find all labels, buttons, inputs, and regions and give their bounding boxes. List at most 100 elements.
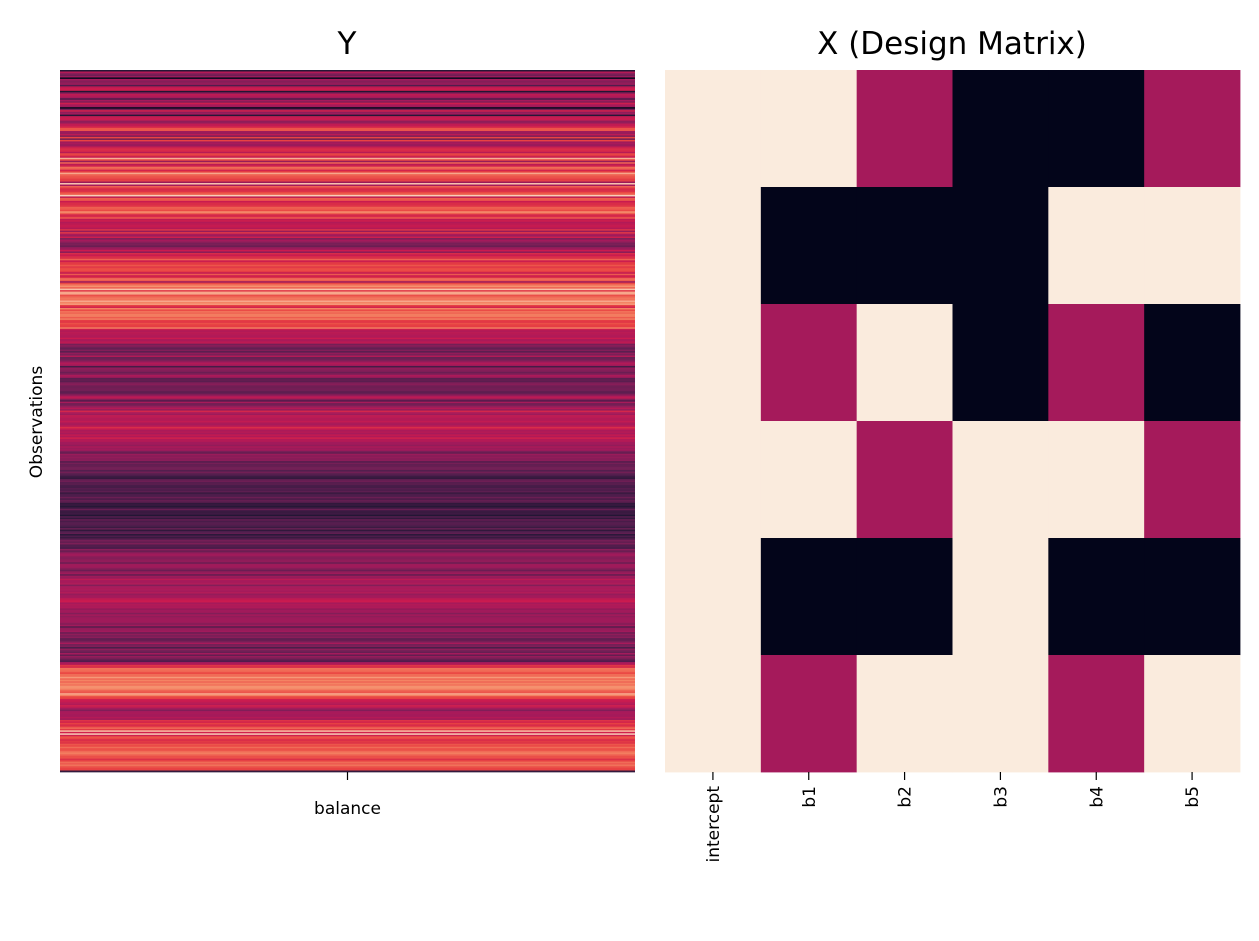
y-heatmap-cell <box>60 114 635 117</box>
x-heatmap-cell <box>952 70 1049 188</box>
y-heatmap-cell <box>60 74 635 77</box>
y-heatmap-cell <box>60 123 635 126</box>
y-heatmap-cell <box>60 663 635 666</box>
y-heatmap-cell <box>60 642 635 645</box>
y-heatmap-cell <box>60 615 635 618</box>
y-heatmap-cell <box>60 434 635 437</box>
y-heatmap-cell <box>60 354 635 356</box>
y-heatmap-cell <box>60 249 635 252</box>
y-heatmap-cell <box>60 763 635 765</box>
y-heatmap-cell <box>60 731 635 734</box>
y-heatmap-cell <box>60 226 635 229</box>
y-heatmap-cell <box>60 440 635 443</box>
y-heatmap-cell <box>60 418 635 420</box>
y-heatmap-cell <box>60 230 635 233</box>
y-heatmap-cell <box>60 227 635 230</box>
y-heatmap-cell <box>60 370 635 373</box>
y-heatmap-cell <box>60 578 635 581</box>
y-heatmap-cell <box>60 559 635 562</box>
y-heatmap-cell <box>60 737 635 740</box>
x-heatmap-cell <box>760 187 858 305</box>
y-heatmap-cell <box>60 386 635 389</box>
y-heatmap-cell <box>60 403 635 405</box>
y-heatmap-cell <box>60 728 635 731</box>
y-heatmap-cell <box>60 284 635 287</box>
y-heatmap-cell <box>60 569 635 572</box>
y-heatmap-cell <box>60 459 635 462</box>
x-heatmap-title: X (Design Matrix) <box>817 26 1087 62</box>
y-heatmap-cell <box>60 212 635 215</box>
y-heatmap-cell <box>60 746 635 749</box>
y-heatmap-cell <box>60 306 635 309</box>
y-heatmap-cell <box>60 81 635 84</box>
y-heatmap-cell <box>60 748 635 751</box>
y-heatmap-cell <box>60 187 635 190</box>
y-heatmap-cell <box>60 110 635 112</box>
x-heatmap-cell <box>665 538 762 656</box>
y-heatmap-cell <box>60 504 635 507</box>
y-heatmap-cell <box>60 496 635 499</box>
y-heatmap-cell <box>60 102 635 105</box>
y-heatmap-cell <box>60 639 635 642</box>
y-heatmap-cell <box>60 752 635 755</box>
y-heatmap-cell <box>60 480 635 483</box>
x-heatmap-cell <box>856 421 953 539</box>
y-heatmap-cell <box>60 694 635 697</box>
y-heatmap-cell <box>60 342 635 345</box>
y-heatmap-cell <box>60 428 635 431</box>
x-heatmap-cell <box>1144 655 1241 773</box>
y-heatmap-cell <box>60 331 635 334</box>
y-heatmap-cell <box>60 209 635 212</box>
y-heatmap-cell <box>60 449 635 452</box>
y-heatmap-cell <box>60 404 635 407</box>
y-heatmap-cell <box>60 691 635 694</box>
y-heatmap-cell <box>60 458 635 461</box>
y-heatmap-cell <box>60 467 635 469</box>
y-heatmap-cell <box>60 435 635 438</box>
y-heatmap-cell <box>60 487 635 490</box>
y-heatmap-cell <box>60 177 635 179</box>
y-heatmap-cell <box>60 111 635 114</box>
x-heatmap-cell <box>856 70 953 188</box>
y-heatmap-cell <box>60 246 635 249</box>
y-heatmap-cell <box>60 722 635 725</box>
y-heatmap-cell <box>60 581 635 584</box>
y-heatmap-cell <box>60 157 635 160</box>
y-heatmap-cell <box>60 360 635 362</box>
y-heatmap-cell <box>60 199 635 202</box>
y-heatmap-cell <box>60 742 635 745</box>
y-heatmap-cell <box>60 545 635 548</box>
y-heatmap-cell <box>60 287 635 289</box>
y-heatmap-cell <box>60 764 635 767</box>
y-heatmap-cell <box>60 501 635 504</box>
y-heatmap-cell <box>60 716 635 719</box>
y-heatmap-cell <box>60 608 635 611</box>
y-heatmap-cell <box>60 755 635 758</box>
x-heatmap-cell <box>665 421 762 539</box>
y-heatmap-cell <box>60 583 635 585</box>
y-heatmap-cell <box>60 380 635 383</box>
y-heatmap-cell <box>60 535 635 538</box>
y-heatmap-cell <box>60 190 635 193</box>
y-heatmap-cell <box>60 313 635 316</box>
y-heatmap-cell <box>60 239 635 242</box>
y-heatmap-cell <box>60 410 635 413</box>
y-heatmap-cell <box>60 151 635 154</box>
y-heatmap-cell <box>60 520 635 523</box>
y-heatmap-cell <box>60 321 635 324</box>
y-heatmap-cell <box>60 751 635 754</box>
y-heatmap-cell <box>60 337 635 340</box>
y-heatmap-cell <box>60 368 635 371</box>
y-heatmap-cell <box>60 294 635 297</box>
y-heatmap-cell <box>60 453 635 456</box>
y-heatmap-cell <box>60 760 635 762</box>
y-heatmap-cell <box>60 316 635 319</box>
y-heatmap-cell <box>60 498 635 501</box>
y-heatmap-cell <box>60 374 635 377</box>
y-heatmap-cell <box>60 566 635 569</box>
y-heatmap-cell <box>60 376 635 379</box>
y-heatmap-cell <box>60 676 635 679</box>
y-heatmap-cell <box>60 365 635 368</box>
y-heatmap-cell <box>60 666 635 669</box>
y-heatmap-cell <box>60 126 635 129</box>
